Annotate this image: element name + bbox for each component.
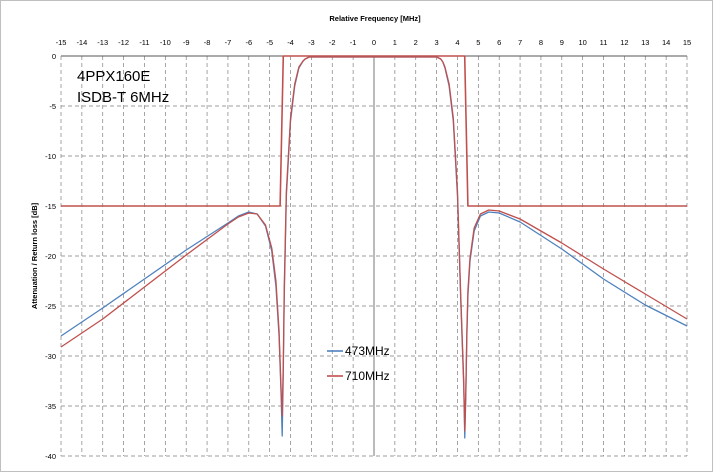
x-tick-label: 6: [497, 38, 501, 47]
annotation-model: 4PPX160E: [77, 68, 150, 85]
y-tick-label: -5: [49, 102, 56, 111]
x-tick-label: 0: [372, 38, 376, 47]
x-tick-label: 10: [578, 38, 586, 47]
legend-label-710: 710MHz: [345, 369, 390, 383]
x-tick-label: 14: [662, 38, 670, 47]
x-tick-label: 15: [683, 38, 691, 47]
y-tick-label: -30: [45, 352, 56, 361]
x-tick-label: -5: [266, 38, 273, 47]
x-tick-label: -1: [350, 38, 357, 47]
x-tick-label: -4: [287, 38, 294, 47]
y-axis-title: Attenuation / Return loss [dB]: [30, 202, 39, 309]
y-tick-label: 0: [52, 52, 56, 61]
x-tick-label: -12: [118, 38, 129, 47]
x-tick-label: 13: [641, 38, 649, 47]
x-tick-label: 9: [560, 38, 564, 47]
x-tick-label: -11: [139, 38, 149, 47]
x-tick-label: -10: [160, 38, 171, 47]
grid-layer: [60, 55, 688, 457]
x-tick-label: 4: [455, 38, 459, 47]
x-tick-label: 8: [539, 38, 543, 47]
x-tick-label: -2: [329, 38, 336, 47]
y-tick-label: -35: [45, 402, 56, 411]
x-axis-title: Relative Frequency [MHz]: [329, 14, 421, 23]
tick-labels: -15 -14 -13 -12 -11 -10 -9 -8 -7 -6 -5 -4 -3 -2 -1 0 1 2 3…: [45, 38, 691, 461]
x-tick-label: -14: [76, 38, 87, 47]
x-tick-label: -15: [56, 38, 67, 47]
legend: 473MHz 710MHz: [327, 344, 390, 383]
y-tick-label: -15: [45, 202, 56, 211]
x-tick-label: -7: [225, 38, 232, 47]
series-mask-line: [61, 55, 687, 207]
x-tick-label: 5: [476, 38, 480, 47]
x-tick-label: -3: [308, 38, 315, 47]
y-tick-label: -40: [45, 452, 56, 461]
x-tick-label: 7: [518, 38, 522, 47]
x-tick-label: -6: [245, 38, 252, 47]
y-tick-label: -25: [45, 302, 56, 311]
annotation-standard: ISDB-T 6MHz: [77, 89, 169, 106]
y-tick-label: -10: [45, 152, 56, 161]
x-tick-label: 12: [620, 38, 628, 47]
x-tick-label: 11: [600, 38, 608, 47]
y-tick-label: -20: [45, 252, 56, 261]
series-line-710mhz: [60, 56, 688, 432]
x-tick-label: 3: [435, 38, 439, 47]
legend-label-473: 473MHz: [345, 344, 390, 358]
series-layer: [60, 55, 688, 439]
x-tick-label: -9: [183, 38, 190, 47]
x-tick-label: -8: [204, 38, 211, 47]
x-tick-label: 1: [393, 38, 397, 47]
x-tick-label: 2: [414, 38, 418, 47]
x-tick-label: -13: [97, 38, 108, 47]
